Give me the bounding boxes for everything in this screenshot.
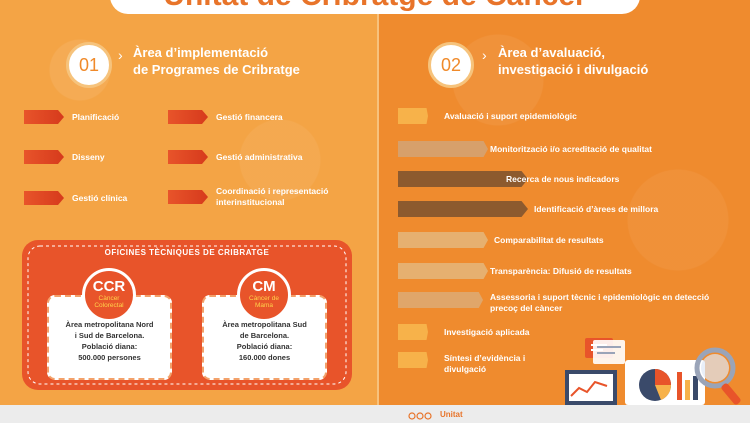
arrow-right-icon [24,110,64,124]
list-item: Investigació aplicada [398,324,530,340]
bar-arrow [398,232,488,248]
arrow-right-icon [24,150,64,164]
footer-bar [0,405,750,423]
list-item-label: Gestió administrativa [216,151,303,162]
list-item: Gestió clínica [24,191,127,205]
bar-arrow [398,352,428,368]
list-item-label: Gestió clínica [72,192,128,203]
card-line: 160.000 dones [238,353,291,362]
badge-abbr: CCR [92,278,126,295]
analytics-illustration-icon [565,338,741,405]
card-line: i Sud de Barcelona. [74,331,145,340]
list-item-label: Gestió financera [216,111,283,122]
section-number-badge: 01 [66,42,112,88]
list-item-label: Transparència: Difusió de resultats [490,266,632,276]
page-title: Unitat de Cribratge de Càncer [110,0,640,14]
card-line: Àrea metropolitana Nord [65,320,154,329]
card-line: Població diana: [81,342,138,351]
badge-subtitle: Càncer Colorectal [94,295,124,309]
list-item-label: Síntesi d’evidència i divulgació [444,353,526,374]
chevron-right-icon: › [118,47,123,63]
card-line: Població diana: [236,342,293,351]
arrow-right-icon [168,150,208,164]
list-item-label: Disseny [72,151,105,162]
list-item-label: Identificació d’àrees de millora [534,204,659,214]
list-item: Disseny [24,150,105,164]
bar-arrow [398,108,428,124]
list-item-label: Recerca de nous indicadors [506,174,620,184]
list-item: Avaluació i suport epidemiològic [398,108,577,124]
card-line: 500.000 persones [78,353,141,362]
badge-abbr: CM [252,278,276,295]
bar-arrow [398,141,488,157]
list-item-label: Assessoria i suport tècnic i epidemiològ… [490,292,710,313]
list-item: Planificació [24,110,119,124]
section-title-line1: Àrea d’avaluació, [498,45,605,60]
badge-ccr: CCR Càncer Colorectal [82,268,136,322]
chevron-right-icon: › [482,47,487,63]
list-item: Comparabilitat de resultats [398,232,604,248]
list-item: Recerca de nous indicadors [398,171,619,187]
panel-divider [377,0,379,405]
badge-subtitle: Càncer de Mama [249,295,279,309]
logo-mark-icon [408,412,432,420]
list-item: Assessoria i suport tècnic i epidemiològ… [398,292,709,313]
list-item: Coordinació i representació interinstitu… [168,186,366,208]
bar-arrow [398,292,483,308]
section-title: Àrea d’avaluació, investigació i divulga… [498,44,648,78]
oficines-box: OFICINES TÈCNIQUES DE CRIBRATGE Àrea met… [22,240,352,390]
list-item-label: Avaluació i suport epidemiològic [444,111,577,121]
bar-arrow [398,263,488,279]
oficines-title: OFICINES TÈCNIQUES DE CRIBRATGE [104,248,270,257]
list-item-label: Coordinació i representació interinstitu… [216,186,329,207]
list-item: Gestió financera [168,110,283,124]
bar-arrow [398,201,528,217]
bar-arrow [398,324,428,340]
section-title: Àrea d’implementació de Programes de Cri… [133,44,300,78]
list-item: Síntesi d’evidència i divulgació [398,352,525,374]
list-item-label: Investigació aplicada [444,327,530,337]
bar-arrow [398,171,528,187]
card-line: Àrea metropolitana Sud [222,320,307,329]
section-title-line2: investigació i divulgació [498,62,649,77]
arrow-right-icon [168,190,208,204]
card-line: de Barcelona. [239,331,290,340]
section-title-line1: Àrea d’implementació [133,45,269,60]
list-item-label: Planificació [72,111,120,122]
list-item: Gestió administrativa [168,150,302,164]
list-item-label: Comparabilitat de resultats [494,235,604,245]
arrow-right-icon [168,110,208,124]
list-item-label: Monitorització i/o acreditació de qualit… [490,144,652,154]
list-item: Identificació d’àrees de millora [398,201,658,217]
arrow-right-icon [24,191,64,205]
dashed-border [27,245,347,385]
section-number-badge: 02 [428,42,474,88]
list-item: Monitorització i/o acreditació de qualit… [398,141,652,157]
list-item: Transparència: Difusió de resultats [398,263,632,279]
badge-cm: CM Càncer de Mama [237,268,291,322]
footer-brand: Unitat [440,410,463,419]
section-title-line2: de Programes de Cribratge [133,62,300,77]
